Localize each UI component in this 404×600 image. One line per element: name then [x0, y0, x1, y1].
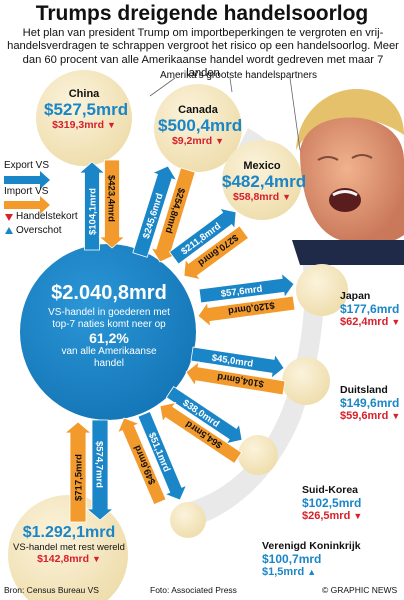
china-balance: $319,3mrd ▼ [52, 119, 116, 131]
rest-labels: $1.292,1mrd VS-handel met rest wereld $1… [10, 524, 128, 565]
intro-text: Het plan van president Trump om importbe… [7, 27, 399, 80]
rest-export-arrow-label: $574,7mrd [94, 441, 105, 488]
china-total: $527,5mrd [44, 100, 129, 119]
china-labels: China $527,5mrd $319,3mrd ▼ [44, 88, 129, 131]
bubble-rest [8, 495, 128, 600]
japan-export-arrow: $57,6mrd [198, 272, 295, 304]
center-total: $2.040,8mrd [51, 282, 167, 304]
germany-export-arrow: $45,0mrd [190, 346, 285, 380]
center-line1: VS-handel in goederen met [48, 307, 170, 318]
bubble-mexico [222, 140, 302, 220]
deficit-icon: ▼ [391, 317, 401, 327]
deficit-icon: ▼ [215, 136, 225, 146]
bubble-china [36, 70, 132, 166]
china-name: China [68, 88, 100, 100]
canada-name: Canada [178, 104, 218, 116]
rest-export-arrow: $574,7mrd [85, 419, 115, 521]
legend-import: Import VS [4, 186, 49, 197]
page-title: Trumps dreigende handelsoorlog [35, 2, 369, 25]
swirl-band [178, 128, 325, 530]
bubble-japan [296, 264, 348, 316]
china-export-arrow-label: $104,1mrd [88, 188, 99, 235]
deficit-icon: ▼ [282, 192, 291, 202]
japan-labels: Japan $177,6mrd $62,4mrd ▼ [340, 290, 404, 328]
japan-total: $177,6mrd [340, 302, 400, 316]
canada-balance: $9,2mrd ▼ [171, 135, 225, 147]
deficit-icon: ▼ [391, 411, 401, 421]
korea-balance: $26,5mrd ▼ [302, 510, 363, 522]
rest-label: VS-handel met rest wereld [13, 542, 125, 553]
bubble-center [20, 244, 196, 420]
center-line4: handel [93, 358, 125, 369]
bubble-germany [282, 357, 330, 405]
germany-total: $149,6mrd [340, 396, 400, 410]
rest-total: $1.292,1mrd [22, 524, 116, 541]
mexico-labels: Mexico $482,4mrd $58,8mrd ▼ [222, 160, 307, 203]
legend-arrows [4, 171, 50, 234]
deficit-icon: ▼ [91, 554, 101, 564]
legend-surplus: Overschot [16, 225, 62, 236]
mexico-name: Mexico [243, 160, 281, 172]
rest-import-arrow: $717,5mrd [63, 421, 93, 523]
china-import-arrow-label: $423,4mrd [106, 175, 117, 222]
germany-balance: $59,6mrd ▼ [340, 410, 401, 422]
mexico-balance: $58,8mrd ▼ [233, 191, 291, 203]
korea-total: $102,5mrd [302, 496, 362, 510]
partners-label: Amerika's grootste handelspartners [160, 70, 317, 81]
footer-photo: Foto: Associated Press [150, 585, 237, 595]
canada-labels: Canada $500,4mrd $9,2mrd ▼ [158, 104, 243, 147]
japan-import-arrow: $120,0mrd [197, 295, 296, 328]
center-line3: van alle Amerikaanse [61, 346, 157, 357]
korea-name: Suid-Korea [302, 484, 359, 496]
canada-total: $500,4mrd [158, 116, 243, 135]
center-pct: 61,2% [89, 330, 129, 346]
uk-labels: Verenigd Koninkrijk $100,7mrd $1,5mrd ▲ [262, 540, 392, 578]
japan-balance: $62,4mrd ▼ [340, 316, 401, 328]
uk-total: $100,7mrd [262, 552, 322, 566]
surplus-icon: ▲ [307, 567, 317, 577]
uk-balance: $1,5mrd ▲ [262, 566, 317, 578]
center-labels: $2.040,8mrd VS-handel in goederen met to… [24, 282, 194, 370]
japan-name: Japan [340, 290, 371, 302]
rest-balance: $142,8mrd ▼ [37, 553, 101, 565]
uk-name: Verenigd Koninkrijk [262, 540, 361, 552]
legend-export: Export VS [4, 160, 50, 171]
korea-labels: Suid-Korea $102,5mrd $26,5mrd ▼ [302, 484, 392, 522]
germany-labels: Duitsland $149,6mrd $59,6mrd ▼ [340, 384, 404, 422]
japan-export-arrow-label: $57,6mrd [220, 284, 263, 300]
rest-import-arrow-label: $717,5mrd [74, 454, 85, 501]
germany-name: Duitsland [340, 384, 388, 396]
deficit-icon: ▼ [353, 511, 363, 521]
china-import-arrow: $423,4mrd [98, 159, 126, 249]
footer-source: Bron: Census Bureau VS [4, 585, 99, 595]
bubble-canada [154, 84, 242, 172]
bubble-uk [170, 502, 206, 538]
trump-photo [282, 89, 404, 265]
deficit-icon: ▼ [106, 120, 116, 130]
footer-credit: © GRAPHIC NEWS [322, 585, 398, 595]
mexico-total: $482,4mrd [222, 172, 307, 191]
bubble-korea [238, 435, 278, 475]
center-line2: top-7 naties komt neer op [52, 319, 166, 330]
legend-deficit: Handelstekort [16, 211, 78, 222]
